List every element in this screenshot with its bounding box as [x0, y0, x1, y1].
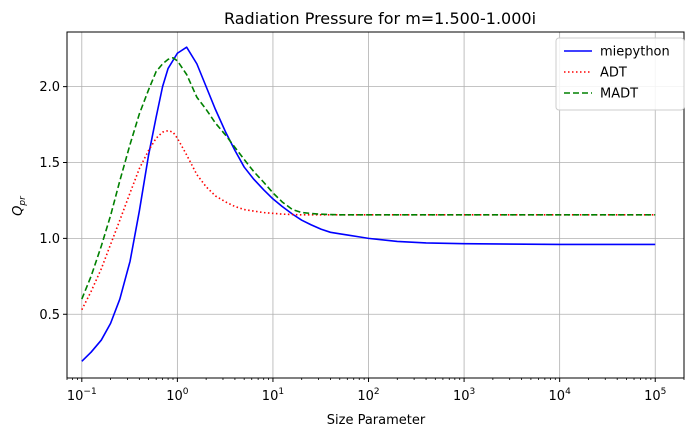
x-tick-label-base: 10: [549, 389, 566, 404]
x-tick-label-exponent: 1: [278, 387, 284, 397]
x-tick-label: 105: [644, 387, 666, 404]
x-tick-label: 104: [549, 387, 572, 404]
y-tick-label: 1.0: [39, 232, 60, 247]
x-tick-label: 102: [357, 387, 379, 404]
x-tick-label-base: 10: [453, 389, 470, 404]
legend-label-miepython: miepython: [600, 45, 670, 60]
y-axis-label-main: Q: [11, 206, 26, 216]
x-tick-label-exponent: 2: [374, 387, 380, 397]
x-tick-label: 103: [453, 387, 475, 404]
legend: miepython ADT MADT: [555, 37, 685, 111]
x-tick-label-exponent: 0: [183, 387, 189, 397]
x-tick-label-base: 10: [166, 389, 183, 404]
legend-box: [555, 37, 685, 111]
x-tick-label-base: 10: [67, 389, 84, 404]
y-tick-label: 2.0: [39, 80, 60, 95]
x-tick-label-exponent: 4: [565, 387, 571, 397]
y-tick-label: 0.5: [39, 308, 60, 323]
x-tick-label-exponent: 5: [661, 387, 667, 397]
x-axis-label: Size Parameter: [327, 413, 426, 428]
x-tick-label-base: 10: [262, 389, 279, 404]
y-axis-label-subscript: pr: [18, 195, 28, 207]
x-tick-label: 101: [262, 387, 284, 404]
y-axis-label: Qpr: [11, 195, 28, 216]
x-tick-label-base: 10: [644, 389, 661, 404]
legend-label-adt: ADT: [600, 66, 627, 81]
legend-label-madt: MADT: [600, 87, 638, 102]
series-line-madt: [81, 56, 656, 300]
x-tick-label-exponent: −1: [83, 387, 96, 397]
x-tick-label: 10−1: [67, 387, 97, 404]
x-tick-label-exponent: 3: [469, 387, 475, 397]
series-line-miepython: [81, 46, 656, 362]
legend-items: miepython ADT MADT: [564, 45, 670, 102]
plot-frame: [66, 31, 685, 379]
chart-title: Radiation Pressure for m=1.500-1.000i: [224, 9, 536, 28]
x-tick-label-base: 10: [357, 389, 374, 404]
y-tick-label: 1.5: [39, 156, 60, 171]
plot-series: [81, 46, 656, 362]
x-tick-label: 100: [166, 387, 189, 404]
